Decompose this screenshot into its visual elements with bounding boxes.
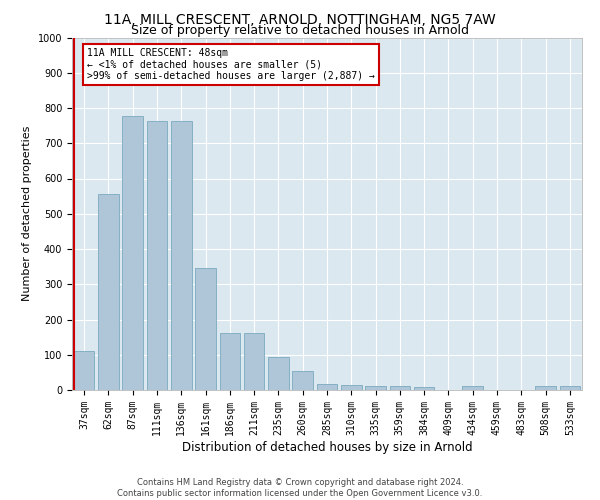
- Bar: [122, 116, 143, 390]
- Text: 11A MILL CRESCENT: 48sqm
← <1% of detached houses are smaller (5)
>99% of semi-d: 11A MILL CRESCENT: 48sqm ← <1% of detach…: [88, 48, 375, 82]
- Bar: [146, 122, 167, 390]
- Bar: [268, 356, 289, 390]
- Bar: [292, 370, 313, 390]
- Bar: [171, 122, 191, 390]
- Bar: [414, 387, 434, 390]
- Text: Contains HM Land Registry data © Crown copyright and database right 2024.
Contai: Contains HM Land Registry data © Crown c…: [118, 478, 482, 498]
- X-axis label: Distribution of detached houses by size in Arnold: Distribution of detached houses by size …: [182, 440, 472, 454]
- Text: Size of property relative to detached houses in Arnold: Size of property relative to detached ho…: [131, 24, 469, 37]
- Bar: [317, 384, 337, 390]
- Bar: [463, 386, 483, 390]
- Bar: [244, 332, 265, 390]
- Bar: [98, 194, 119, 390]
- Y-axis label: Number of detached properties: Number of detached properties: [22, 126, 32, 302]
- Bar: [195, 268, 216, 390]
- Bar: [560, 386, 580, 390]
- Bar: [365, 386, 386, 390]
- Bar: [341, 385, 362, 390]
- Bar: [74, 350, 94, 390]
- Bar: [389, 386, 410, 390]
- Text: 11A, MILL CRESCENT, ARNOLD, NOTTINGHAM, NG5 7AW: 11A, MILL CRESCENT, ARNOLD, NOTTINGHAM, …: [104, 12, 496, 26]
- Bar: [220, 332, 240, 390]
- Bar: [535, 386, 556, 390]
